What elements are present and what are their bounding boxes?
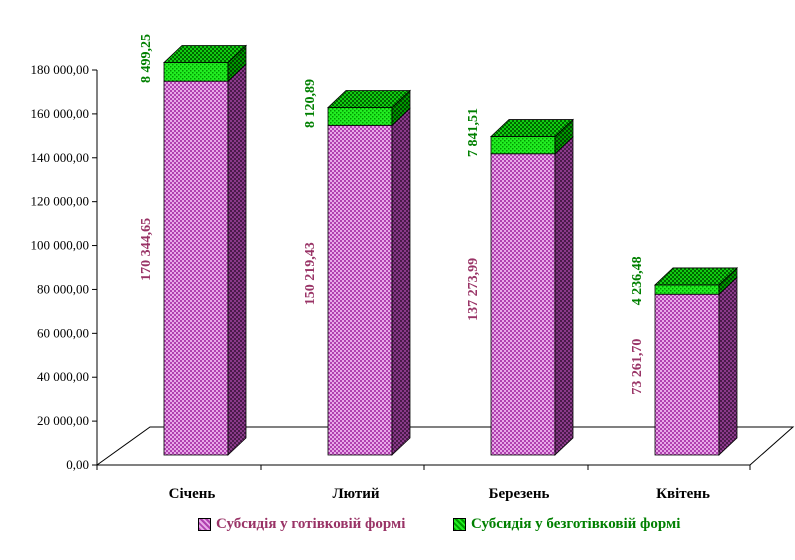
bar-cash-side bbox=[718, 276, 738, 456]
y-tick-label: 180 000,00 bbox=[31, 62, 90, 77]
axes: 0,00 20 000,00 40 000,00 60 000,00 80 000,00… bbox=[31, 62, 795, 472]
bar-noncash-top bbox=[489, 119, 575, 137]
category-label: Березень bbox=[489, 486, 550, 502]
bar-noncash bbox=[163, 62, 229, 82]
category-label: Лютий bbox=[332, 486, 379, 502]
y-tick-label: 20 000,00 bbox=[37, 413, 89, 428]
bars bbox=[162, 44, 739, 456]
category-label: Квітень bbox=[656, 486, 710, 502]
legend-item-cash: Субсидія у готівковій формі bbox=[198, 516, 405, 533]
bar-noncash-top bbox=[162, 45, 248, 63]
y-tick-label: 120 000,00 bbox=[31, 194, 90, 209]
legend-swatch-cash bbox=[198, 518, 211, 531]
legend-label-cash: Субсидія у готівковій формі bbox=[216, 516, 406, 532]
legend-item-noncash: Субсидія у безготівковій формі bbox=[453, 516, 680, 533]
data-label-cash: 137 273,99 bbox=[466, 258, 481, 321]
y-tick-label: 160 000,00 bbox=[31, 106, 90, 121]
category-label: Січень bbox=[169, 486, 216, 502]
legend-label-noncash: Субсидія у безготівковій формі bbox=[471, 516, 681, 532]
bar-cash-side bbox=[554, 135, 574, 456]
data-label-cash: 73 261,70 bbox=[630, 339, 645, 395]
bar-cash bbox=[654, 293, 720, 456]
data-label-cash: 170 344,65 bbox=[139, 218, 154, 281]
bar-cash-side bbox=[227, 63, 247, 456]
bar-cash bbox=[327, 124, 393, 456]
bar-cash bbox=[163, 80, 229, 456]
bar-noncash bbox=[654, 284, 720, 295]
bar-cash bbox=[490, 153, 556, 456]
data-label-noncash: 8 120,89 bbox=[303, 79, 318, 128]
y-tick-label: 80 000,00 bbox=[37, 281, 89, 296]
data-label-noncash: 4 236,48 bbox=[630, 256, 645, 305]
bar-noncash bbox=[490, 136, 556, 155]
labels: Січень 170 344,65 8 499,25 Лютий 150 219,43 8… bbox=[139, 34, 710, 502]
y-tick-label: 0,00 bbox=[66, 457, 89, 472]
bar-noncash-top bbox=[653, 267, 739, 286]
bar-noncash bbox=[327, 107, 393, 126]
data-label-cash: 150 219,43 bbox=[303, 242, 318, 305]
y-tick-label: 140 000,00 bbox=[31, 150, 90, 165]
data-label-noncash: 7 841,51 bbox=[466, 108, 481, 157]
legend-swatch-noncash bbox=[453, 518, 466, 531]
bar-noncash-top bbox=[326, 90, 412, 108]
bar-cash-side bbox=[391, 107, 411, 456]
y-tick-label: 100 000,00 bbox=[31, 238, 90, 253]
y-tick-label: 40 000,00 bbox=[37, 369, 89, 384]
data-label-noncash: 8 499,25 bbox=[139, 34, 154, 83]
y-tick-label: 60 000,00 bbox=[37, 325, 89, 340]
